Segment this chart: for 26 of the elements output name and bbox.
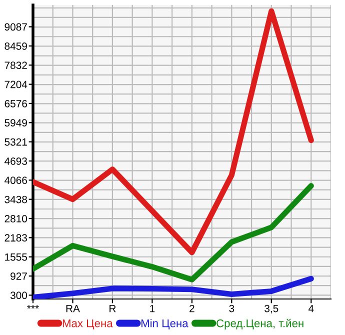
x-tick-label: 3 <box>229 304 234 312</box>
y-tick-label: 5949 <box>4 119 27 127</box>
y-tick-label: 6576 <box>4 100 27 108</box>
y-tick-label: 927 <box>10 272 27 280</box>
y-tick-label: 7832 <box>4 62 27 69</box>
y-tick-label: 5321 <box>4 138 27 146</box>
x-tick-label: 4 <box>308 304 314 312</box>
legend-label: Max Цена <box>62 319 113 330</box>
y-tick-label: 1555 <box>5 253 28 261</box>
y-tick-label: 3438 <box>4 196 27 204</box>
x-tick-label: 2 <box>190 304 194 312</box>
y-tick-label: 2810 <box>4 215 28 222</box>
x-tick-label: *** <box>27 304 39 309</box>
y-tick-label: 4066 <box>4 176 27 184</box>
y-tick-label: 300 <box>10 292 28 300</box>
x-tick-label: R <box>110 304 116 312</box>
x-tick-label: RA <box>66 304 80 312</box>
legend-label: Min Цена <box>141 319 188 330</box>
y-tick-label: 9087 <box>4 23 27 31</box>
y-tick-label: 4693 <box>4 157 27 165</box>
y-tick-label: 7204 <box>4 80 28 88</box>
x-tick-label: 3,5 <box>264 304 278 314</box>
y-tick-label: 8459 <box>4 42 27 50</box>
legend-label: Сред.Цена, т.йен <box>216 318 304 330</box>
y-tick-label: 2183 <box>4 234 27 242</box>
x-tick-label: 1 <box>150 304 155 312</box>
